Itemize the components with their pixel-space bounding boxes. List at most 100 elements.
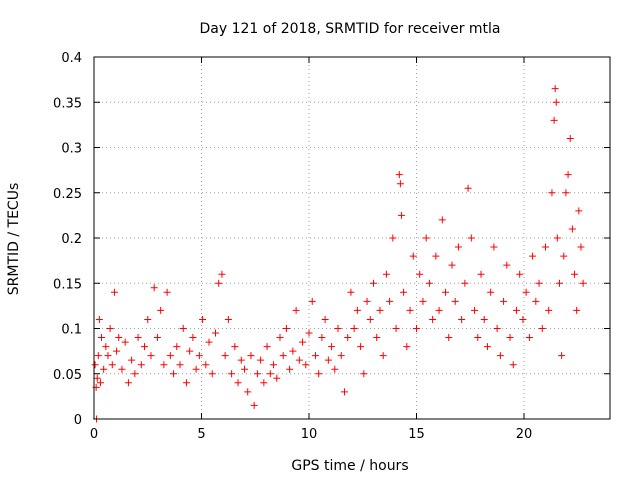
data-point — [506, 334, 514, 342]
data-point — [195, 352, 203, 360]
data-point — [260, 379, 268, 387]
data-point — [340, 388, 348, 396]
y-tick-label: 0.35 — [53, 96, 82, 111]
data-point — [292, 306, 300, 314]
data-point — [334, 325, 342, 332]
data-point — [373, 334, 381, 342]
data-point — [552, 98, 560, 106]
data-point — [350, 325, 358, 332]
x-tick-label: 10 — [301, 427, 318, 442]
data-point — [299, 338, 307, 346]
data-point — [160, 361, 168, 369]
data-point — [176, 361, 184, 369]
data-point — [395, 171, 403, 179]
data-point — [144, 315, 152, 323]
data-point — [392, 325, 400, 332]
data-point — [131, 370, 139, 378]
data-point — [305, 329, 313, 337]
data-point — [276, 334, 284, 342]
data-point — [221, 352, 229, 360]
data-point — [379, 352, 387, 360]
data-point — [413, 325, 420, 332]
data-point — [490, 243, 498, 251]
data-point — [370, 279, 377, 287]
x-tick-label: 5 — [197, 427, 205, 442]
data-point — [237, 356, 245, 364]
data-point — [192, 365, 200, 373]
data-point — [121, 338, 129, 346]
data-point — [157, 306, 165, 314]
data-point — [263, 343, 271, 351]
data-point — [483, 343, 491, 351]
data-point — [128, 356, 136, 364]
y-tick-label: 0.2 — [61, 232, 82, 247]
data-point — [228, 370, 236, 378]
y-tick-label: 0.15 — [53, 277, 82, 292]
data-point — [496, 352, 504, 360]
data-point — [493, 325, 501, 332]
data-point — [525, 334, 533, 342]
data-point — [577, 243, 585, 251]
data-point — [400, 288, 408, 296]
data-point — [250, 401, 258, 409]
data-point — [170, 370, 178, 378]
data-point — [376, 306, 384, 314]
data-point — [360, 370, 368, 378]
data-point — [438, 216, 446, 224]
data-point — [555, 279, 563, 287]
data-point — [529, 252, 537, 260]
data-point — [141, 343, 149, 351]
plot-frame — [93, 56, 611, 420]
x-tick-label: 0 — [90, 427, 98, 442]
data-point — [500, 297, 508, 305]
data-point — [366, 315, 374, 323]
data-point — [186, 347, 194, 355]
data-point — [382, 270, 390, 278]
data-point — [448, 261, 456, 269]
data-point — [331, 365, 339, 373]
data-point — [571, 270, 579, 278]
data-point — [308, 297, 316, 305]
data-point — [396, 180, 404, 188]
data-point — [211, 329, 219, 337]
data-point — [532, 297, 540, 305]
data-point — [257, 356, 265, 364]
y-axis-label: SRMTID / TECUs — [6, 183, 22, 296]
data-point — [318, 334, 326, 342]
data-point — [519, 315, 527, 323]
x-tick-label: 15 — [408, 427, 425, 442]
data-point — [224, 315, 232, 323]
data-point — [96, 379, 104, 387]
y-tick-label: 0.4 — [61, 51, 82, 66]
data-point — [166, 352, 174, 360]
data-point — [467, 234, 475, 242]
y-tick-label: 0.3 — [61, 142, 82, 157]
data-point — [108, 361, 116, 369]
data-point — [487, 288, 495, 296]
axis-ticks: 0 5 10 15 20 0 0.05 0.1 0.15 0.2 0.25 0.3 0.35 0.4 — [53, 51, 610, 442]
data-point — [147, 352, 155, 360]
data-point — [397, 211, 405, 219]
data-point — [270, 361, 278, 369]
data-point — [389, 234, 397, 242]
data-point — [477, 270, 485, 278]
data-point — [347, 288, 355, 296]
data-point — [419, 297, 427, 305]
data-point — [353, 306, 361, 314]
data-point — [199, 315, 207, 323]
data-point — [150, 284, 158, 292]
data-point — [106, 325, 114, 332]
data-point — [266, 370, 274, 378]
data-point — [512, 306, 520, 314]
chart-title: Day 121 of 2018, SRMTID for receiver mtl… — [199, 21, 500, 37]
data-point — [337, 352, 345, 360]
data-point — [575, 207, 583, 215]
data-point — [464, 184, 472, 192]
data-point — [113, 347, 121, 355]
data-point — [562, 189, 570, 197]
data-point — [568, 225, 576, 233]
data-point — [244, 388, 252, 396]
x-axis-label: GPS time / hours — [291, 458, 408, 474]
data-point — [435, 306, 443, 314]
